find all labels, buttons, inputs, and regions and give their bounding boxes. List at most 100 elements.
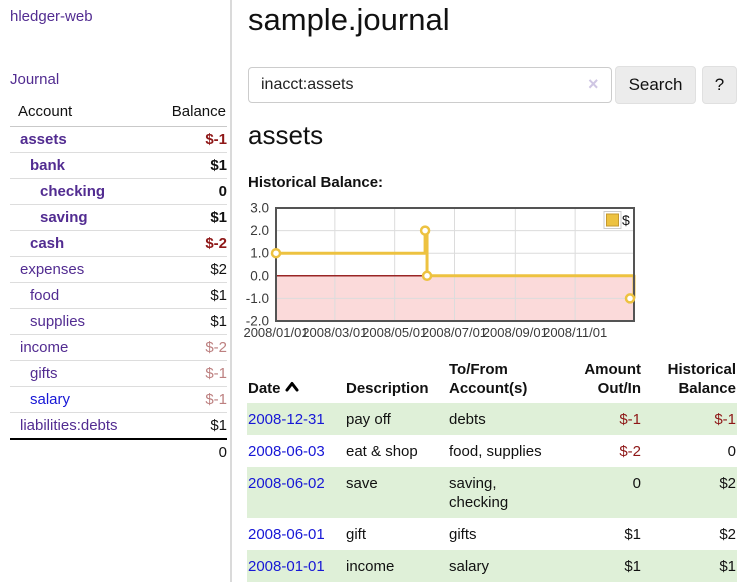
transaction-row: 2008-06-01 gift gifts $1 $2 [247,518,737,550]
svg-text:0.0: 0.0 [250,268,269,283]
chart-svg: $3.0 2.0 1.0 0.0 -1.0 -2.02008/01/012008/03/0… [243,201,636,340]
svg-text:3.0: 3.0 [250,201,269,216]
balance-column-header: Balance [150,100,227,127]
register-header-row: Date Description To/From Account(s) Amou… [247,356,737,403]
account-row: gifts $-1 [10,360,227,387]
account-link[interactable]: income [20,339,69,356]
transaction-description: save [346,475,378,492]
account-row: food $1 [10,282,227,309]
transaction-row: 2008-01-01 income salary $1 $1 [247,550,737,582]
account-row: salary $-1 [10,386,227,413]
transaction-row: 2008-06-02 save saving, checking 0 $2 [247,467,737,518]
svg-text:-2.0: -2.0 [246,314,269,329]
account-balance: 0 [150,178,227,205]
account-balance: $1 [150,204,227,231]
transaction-amount: 0 [632,475,641,492]
account-page-title: assets [248,120,324,150]
transaction-description: income [346,558,395,575]
account-row: income $-2 [10,334,227,361]
account-balance: $1 [150,308,227,335]
transaction-date-link[interactable]: 2008-01-01 [248,558,325,575]
transaction-amount: $-2 [619,443,641,460]
accounts-total-row: 0 [10,438,227,465]
transaction-accounts: gifts [449,526,477,543]
accounts-table: Account Balance assets $-1 bank $1 checking 0… [10,100,227,465]
transaction-amount: $-1 [619,411,641,428]
account-row: saving $1 [10,204,227,231]
account-link[interactable]: cash [30,235,65,252]
svg-text:2008/11/01: 2008/11/01 [543,325,607,340]
transaction-balance: $2 [719,526,736,543]
transaction-date-link[interactable]: 2008-12-31 [248,411,325,428]
account-link[interactable]: assets [20,131,67,148]
amount-column-header: Amount Out/In [584,361,641,397]
transaction-description: eat & shop [346,443,418,460]
account-link[interactable]: gifts [30,365,58,382]
register-table-body: 2008-12-31 pay off debts $-1 $-1 2008-06-03 ea… [247,403,737,582]
search-button[interactable]: Search [615,66,696,104]
account-row: bank $1 [10,152,227,179]
main-content: sample.journal × Search ? assets Histori… [243,0,742,582]
sidebar: hledger-web Journal Account Balance asse… [0,0,232,582]
svg-text:2008/07/01: 2008/07/01 [422,325,487,340]
transaction-row: 2008-12-31 pay off debts $-1 $-1 [247,403,737,435]
transaction-balance: $-1 [714,411,736,428]
accounts-total-balance: 0 [150,438,227,465]
clear-search-icon[interactable]: × [588,74,599,94]
transaction-date-link[interactable]: 2008-06-03 [248,443,325,460]
account-row: assets $-1 [10,126,227,153]
account-balance: $-2 [150,334,227,361]
account-link[interactable]: supplies [30,313,86,330]
account-link[interactable]: expenses [20,261,85,278]
accounts-table-header: Account Balance [10,100,227,127]
transaction-accounts: saving, checking [449,475,509,511]
transaction-description: pay off [346,411,391,428]
svg-text:2008/09/01: 2008/09/01 [483,325,548,340]
help-button[interactable]: ? [702,66,737,104]
account-row: liabilities:debts $1 [10,412,227,440]
transaction-balance: $2 [719,475,736,492]
svg-text:2008/01/01: 2008/01/01 [243,325,308,340]
account-balance: $-1 [150,386,227,413]
account-row: checking 0 [10,178,227,205]
search-input[interactable] [248,67,612,103]
account-balance: $-2 [150,230,227,257]
search-bar: × Search ? [247,66,742,104]
svg-text:2008/05/01: 2008/05/01 [362,325,427,340]
account-link[interactable]: salary [30,391,71,408]
account-balance: $-1 [150,360,227,387]
sort-asc-icon [285,378,299,397]
svg-text:2008/03/01: 2008/03/01 [302,325,367,340]
transaction-date-link[interactable]: 2008-06-02 [248,475,325,492]
balance-column-header: Historical Balance [667,361,736,397]
account-link[interactable]: bank [30,157,66,174]
transaction-accounts: debts [449,411,486,428]
svg-text:-1.0: -1.0 [246,291,269,306]
svg-text:$: $ [622,212,630,228]
transaction-accounts: food, supplies [449,443,542,460]
historical-balance-chart: $3.0 2.0 1.0 0.0 -1.0 -2.0 2008/01/01 2008/03/0… [243,198,742,348]
svg-text:2.0: 2.0 [250,223,269,238]
transaction-row: 2008-06-03 eat & shop food, supplies $-2 0 [247,435,737,467]
transaction-balance: 0 [727,443,736,460]
page-title: sample.journal [248,2,450,37]
brand-link[interactable]: hledger-web [10,8,93,25]
account-link[interactable]: saving [40,209,88,226]
account-link[interactable]: liabilities:debts [20,417,118,434]
date-column-header[interactable]: Date [247,356,345,403]
sidebar-item-journal[interactable]: Journal [10,71,60,88]
account-balance: $-1 [150,126,227,153]
transaction-description: gift [346,526,367,543]
accounts-column-header: To/From Account(s) [449,361,528,397]
register-table: Date Description To/From Account(s) Amou… [247,356,737,582]
account-balance: $1 [150,412,227,440]
transaction-balance: $1 [719,558,736,575]
account-column-header: Account [10,100,150,127]
accounts-table-body: assets $-1 bank $1 checking 0 saving $1 cash $-2 e… [10,126,227,465]
account-link[interactable]: food [30,287,60,304]
chart-label: Historical Balance: [248,174,384,191]
account-link[interactable]: checking [40,183,106,200]
transaction-accounts: salary [449,558,490,575]
transaction-date-link[interactable]: 2008-06-01 [248,526,325,543]
svg-text:1.0: 1.0 [250,246,269,261]
